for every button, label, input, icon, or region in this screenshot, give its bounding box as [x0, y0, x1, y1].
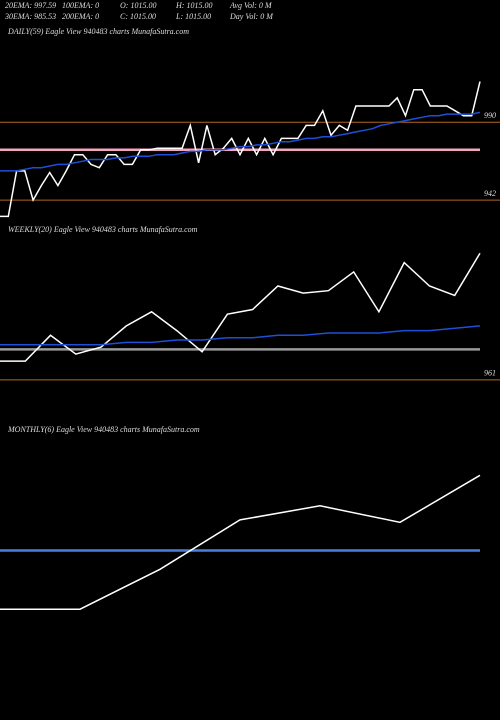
header-stat: C: 1015.00 — [120, 12, 156, 21]
series-line — [0, 325, 481, 346]
series-line — [0, 111, 481, 172]
header-stat: 100EMA: 0 — [62, 1, 99, 10]
y-tick-label: 942 — [484, 189, 496, 198]
header-stat: O: 1015.00 — [120, 1, 156, 10]
header-stat: L: 1015.00 — [175, 12, 211, 21]
panel-title: MONTHLY(6) Eagle View 940483 charts Muna… — [7, 425, 200, 434]
header-stat: Day Vol: 0 M — [229, 12, 274, 21]
header-stat: 20EMA: 997.59 — [5, 1, 56, 10]
panel-title: DAILY(59) Eagle View 940483 charts Munaf… — [7, 27, 189, 36]
header-stat: H: 1015.00 — [175, 1, 212, 10]
header-stat: 200EMA: 0 — [62, 12, 99, 21]
series-line — [0, 81, 481, 218]
y-tick-label: 961 — [484, 369, 496, 378]
series-line — [0, 252, 481, 362]
header-stat: 30EMA: 985.53 — [4, 12, 56, 21]
series-line — [0, 474, 481, 610]
header-stat: Avg Vol: 0 M — [229, 1, 273, 10]
y-tick-label: 990 — [484, 111, 496, 120]
panel-title: WEEKLY(20) Eagle View 940483 charts Muna… — [8, 225, 198, 234]
